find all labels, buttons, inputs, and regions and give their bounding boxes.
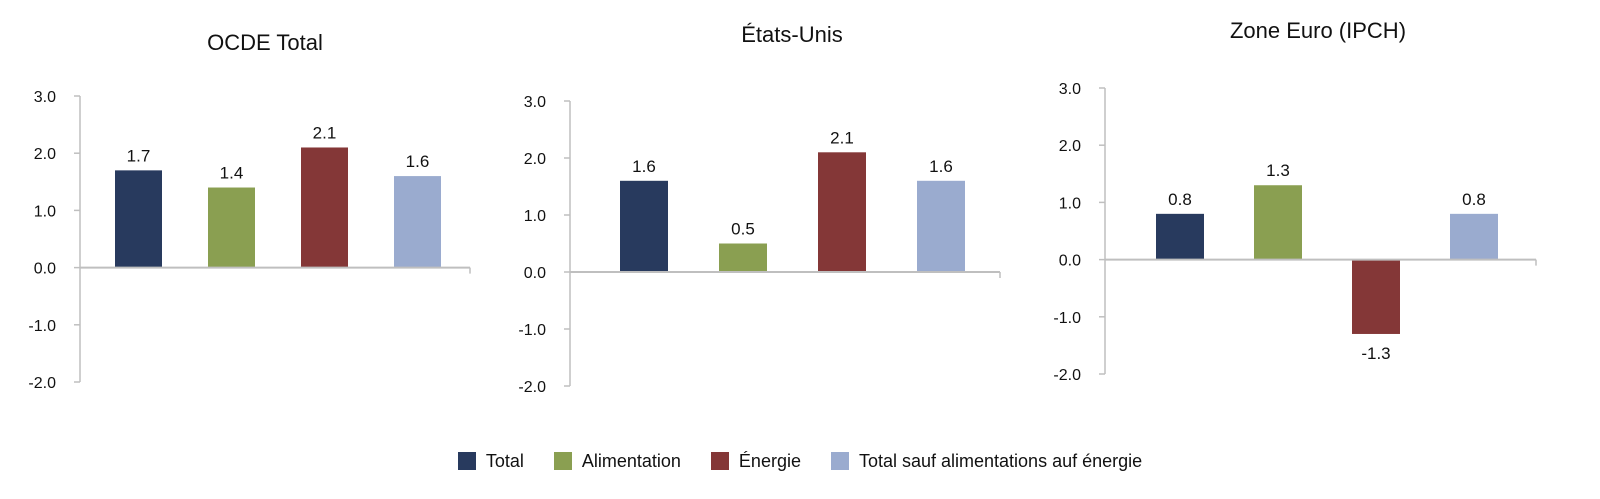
data-label-sauf: 1.6: [929, 157, 953, 176]
data-label-sauf: 1.6: [406, 152, 430, 171]
legend-label-energie: Énergie: [738, 450, 801, 471]
y-tick-label: -1.0: [1053, 310, 1081, 327]
y-tick-label: 3.0: [34, 89, 56, 106]
y-tick-label: 0.0: [1059, 253, 1081, 270]
y-tick-label: 1.0: [524, 208, 546, 225]
y-tick-label: 2.0: [524, 151, 546, 168]
legend-swatch-sauf: [830, 452, 849, 470]
bar-alimentation: [719, 243, 767, 272]
legend-label-total: Total: [485, 450, 524, 471]
bar-sauf: [917, 180, 965, 272]
data-label-energie: 2.1: [313, 123, 337, 142]
legend-swatch-energie: [710, 452, 729, 470]
bar-energie: [301, 147, 348, 268]
chart-title: États-Unis: [741, 22, 842, 47]
y-tick-label: 2.0: [1059, 138, 1081, 155]
legend: Total Alimentation Énergie Total sauf al…: [0, 446, 1600, 476]
legend-label-alimentation: Alimentation: [581, 450, 681, 471]
bar-sauf: [394, 176, 441, 268]
data-label-energie: -1.3: [1361, 344, 1390, 363]
legend-item-alimentation: Alimentation: [553, 450, 681, 472]
y-tick-label: 2.0: [34, 146, 56, 163]
legend-label-sauf: Total sauf alimentations auf énergie: [858, 450, 1143, 471]
legend-item-total: Total: [457, 450, 524, 472]
legend-swatch-total: [457, 452, 476, 470]
data-label-energie: 2.1: [830, 128, 854, 147]
bar-alimentation: [208, 187, 255, 268]
bar-total: [620, 180, 668, 272]
y-tick-label: -1.0: [28, 318, 56, 335]
bar-sauf: [1450, 213, 1498, 260]
bar-total: [115, 170, 162, 268]
y-tick-label: 0.0: [34, 261, 56, 278]
legend-item-energie: Énergie: [710, 450, 801, 472]
y-tick-label: -2.0: [518, 379, 546, 396]
data-label-total: 1.7: [127, 146, 151, 165]
bar-energie: [818, 152, 866, 272]
data-label-alimentation: 1.4: [220, 164, 244, 183]
y-tick-label: 0.0: [524, 265, 546, 282]
y-tick-label: 3.0: [1059, 81, 1081, 98]
data-label-sauf: 0.8: [1462, 190, 1486, 209]
chart-title: OCDE Total: [207, 30, 323, 55]
y-tick-label: 1.0: [34, 203, 56, 220]
bar-total: [1156, 213, 1204, 260]
data-label-alimentation: 0.5: [731, 220, 755, 239]
y-tick-label: -2.0: [28, 375, 56, 392]
data-label-total: 0.8: [1168, 190, 1192, 209]
y-tick-label: -1.0: [518, 322, 546, 339]
legend-swatch-alimentation: [553, 452, 572, 470]
legend-item-sauf: Total sauf alimentations auf énergie: [830, 450, 1143, 472]
data-label-alimentation: 1.3: [1266, 161, 1290, 180]
y-tick-label: -2.0: [1053, 367, 1081, 384]
bar-alimentation: [1254, 185, 1302, 260]
chart-title: Zone Euro (IPCH): [1230, 18, 1406, 43]
bar-energie: [1352, 259, 1400, 334]
y-tick-label: 3.0: [524, 94, 546, 111]
y-tick-label: 1.0: [1059, 195, 1081, 212]
data-label-total: 1.6: [632, 157, 656, 176]
